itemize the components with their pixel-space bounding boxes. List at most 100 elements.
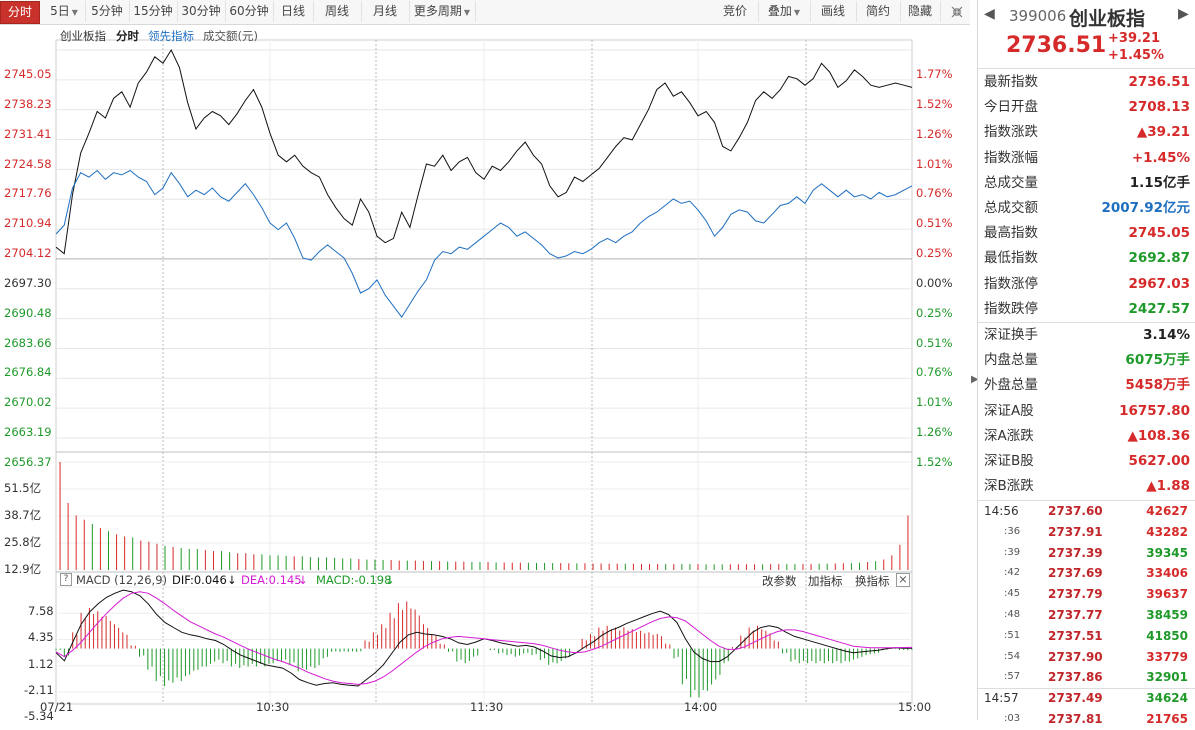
period-tab-3[interactable]: 15分钟 bbox=[129, 1, 178, 22]
quote-stat-row: 深证A股 16757.80 bbox=[978, 399, 1195, 424]
period-tab-4[interactable]: 30分钟 bbox=[177, 1, 226, 22]
period-tab-label: 5日 bbox=[50, 4, 70, 18]
indicator-action-1[interactable]: 加指标 bbox=[808, 574, 843, 588]
leading-indicator-line bbox=[55, 169, 913, 318]
tick-price: 2737.77 bbox=[1048, 608, 1103, 622]
period-tab-label: 月线 bbox=[372, 4, 397, 18]
quote-stat-row: 内盘总量 6075万手 bbox=[978, 348, 1195, 373]
tool-button-0[interactable]: 竞价 bbox=[712, 1, 759, 22]
tool-button-4[interactable]: 隐藏 bbox=[900, 1, 941, 22]
shrink-icon[interactable] bbox=[946, 1, 968, 22]
stat-label: 外盘总量 bbox=[984, 377, 1038, 394]
collapse-panel-icon[interactable]: ▶ bbox=[971, 374, 979, 385]
period-tab-label: 更多周期 bbox=[413, 4, 462, 18]
tick-row: :03 2737.81 21765 bbox=[978, 709, 1195, 730]
tick-volume: 41850 bbox=[1146, 628, 1188, 643]
stat-value: 3.14% bbox=[1143, 327, 1190, 343]
next-arrow-icon[interactable]: ▶ bbox=[1178, 6, 1189, 22]
quote-header: ◀ 399006 创业板指 ▶ 2736.51 +39.21 +1.45% bbox=[978, 0, 1195, 69]
period-tab-5[interactable]: 60分钟 bbox=[225, 1, 274, 22]
quote-stat-row: 最新指数 2736.51 bbox=[978, 70, 1195, 95]
tick-row: :36 2737.91 43282 bbox=[978, 522, 1195, 543]
close-icon[interactable]: × bbox=[896, 573, 910, 587]
tool-button-1[interactable]: 叠加 ▼ bbox=[758, 1, 811, 22]
macd-tick-label: -2.11 bbox=[24, 682, 54, 697]
chevron-down-icon: ▼ bbox=[793, 8, 801, 17]
tick-volume: 43282 bbox=[1146, 524, 1188, 539]
y-left-tick-label: 2697.30 bbox=[4, 275, 52, 290]
index-code: 399006 bbox=[1009, 7, 1067, 25]
tick-row: :51 2737.51 41850 bbox=[978, 626, 1195, 647]
quote-stat-row: 最低指数 2692.87 bbox=[978, 246, 1195, 271]
stat-label: 内盘总量 bbox=[984, 352, 1038, 369]
period-tab-6[interactable]: 日线 bbox=[273, 1, 314, 22]
tick-price: 2737.91 bbox=[1048, 524, 1103, 539]
y-left-tick-label: 2731.41 bbox=[4, 126, 52, 141]
period-tab-label: 分时 bbox=[7, 5, 32, 19]
stat-label: 最低指数 bbox=[984, 250, 1038, 267]
y-left-tick-label: 2663.19 bbox=[4, 425, 52, 440]
y-left-tick-label: 2670.02 bbox=[4, 395, 52, 410]
period-tab-7[interactable]: 周线 bbox=[313, 1, 362, 22]
y-left-tick-label: 2738.23 bbox=[4, 96, 52, 111]
stat-value: 5458万手 bbox=[1125, 377, 1190, 394]
period-tab-label: 30分钟 bbox=[181, 4, 221, 18]
volume-tick-label: 25.8亿 bbox=[4, 535, 42, 549]
panel-divider bbox=[978, 322, 1195, 323]
volume-unit-label: 成交额(元) bbox=[203, 29, 258, 43]
tick-price: 2737.49 bbox=[1048, 691, 1103, 706]
stat-value: 5627.00 bbox=[1128, 453, 1191, 469]
tick-time: :51 bbox=[1004, 629, 1021, 641]
prev-arrow-icon[interactable]: ◀ bbox=[984, 6, 995, 22]
arrow-down-icon: ↓ bbox=[385, 573, 395, 587]
stat-label: 深证换手 bbox=[984, 327, 1038, 343]
x-tick-label: 11:30 bbox=[470, 700, 504, 714]
tick-time: :48 bbox=[1004, 609, 1021, 620]
index-change: +39.21 bbox=[1108, 31, 1161, 46]
indicator-action-2[interactable]: 换指标 bbox=[855, 574, 890, 588]
quote-stat-row: 最高指数 2745.05 bbox=[978, 221, 1195, 246]
y-right-tick-label: 0.51% bbox=[916, 335, 953, 350]
macd-tick-label: 7.58 bbox=[28, 604, 54, 618]
stat-label: 深A涨跌 bbox=[984, 427, 1034, 444]
tick-price: 2737.90 bbox=[1048, 649, 1103, 664]
period-tab-label: 日线 bbox=[280, 4, 305, 18]
period-tab-2[interactable]: 5分钟 bbox=[85, 1, 130, 22]
period-tab-8[interactable]: 月线 bbox=[361, 1, 410, 22]
tick-price: 2737.81 bbox=[1048, 712, 1103, 726]
x-tick-label: 14:00 bbox=[684, 700, 718, 714]
tool-button-2[interactable]: 画线 bbox=[810, 1, 857, 22]
stat-value: 2745.05 bbox=[1128, 225, 1191, 242]
tool-button-label: 画线 bbox=[820, 4, 845, 18]
quote-stat-row: 指数涨幅 +1.45% bbox=[978, 146, 1195, 171]
stat-value: 2708.13 bbox=[1128, 99, 1191, 116]
y-left-tick-label: 2710.94 bbox=[4, 216, 52, 231]
period-tab-0[interactable]: 分时 bbox=[0, 1, 40, 24]
help-icon[interactable]: ? bbox=[60, 573, 72, 586]
tick-row: :54 2737.90 33779 bbox=[978, 647, 1195, 668]
y-right-tick-label: 1.01% bbox=[916, 156, 953, 171]
chart-canvas[interactable] bbox=[0, 24, 970, 720]
tick-volume: 34624 bbox=[1146, 691, 1188, 706]
quote-stat-row: 总成交额 2007.92亿元 bbox=[978, 196, 1195, 221]
stat-label: 最新指数 bbox=[984, 74, 1038, 90]
stat-value: ▲39.21 bbox=[1136, 124, 1190, 141]
stat-value: 16757.80 bbox=[1119, 402, 1190, 419]
macd-tick-label: 1.12 bbox=[28, 656, 54, 671]
indicator-action-0[interactable]: 改参数 bbox=[762, 574, 797, 588]
tool-button-3[interactable]: 简约 bbox=[856, 1, 901, 22]
stat-value: 2967.03 bbox=[1128, 275, 1191, 292]
quote-stat-row: 外盘总量 5458万手 bbox=[978, 373, 1195, 398]
quote-stat-row: 指数涨跌 ▲39.21 bbox=[978, 120, 1195, 145]
period-tab-label: 60分钟 bbox=[229, 4, 269, 18]
tick-price: 2737.79 bbox=[1048, 587, 1103, 602]
y-right-tick-label: 1.52% bbox=[916, 96, 953, 111]
y-left-tick-label: 2724.58 bbox=[4, 156, 52, 171]
tick-time: :57 bbox=[1004, 671, 1021, 683]
period-tab-9[interactable]: 更多周期 ▼ bbox=[409, 1, 476, 22]
x-tick-label: 10:30 bbox=[256, 700, 290, 714]
stat-label: 总成交额 bbox=[984, 200, 1038, 216]
y-right-tick-label: 0.00% bbox=[916, 275, 953, 290]
period-tab-1[interactable]: 5日 ▼ bbox=[43, 1, 86, 22]
period-tab-label: 15分钟 bbox=[133, 4, 173, 18]
